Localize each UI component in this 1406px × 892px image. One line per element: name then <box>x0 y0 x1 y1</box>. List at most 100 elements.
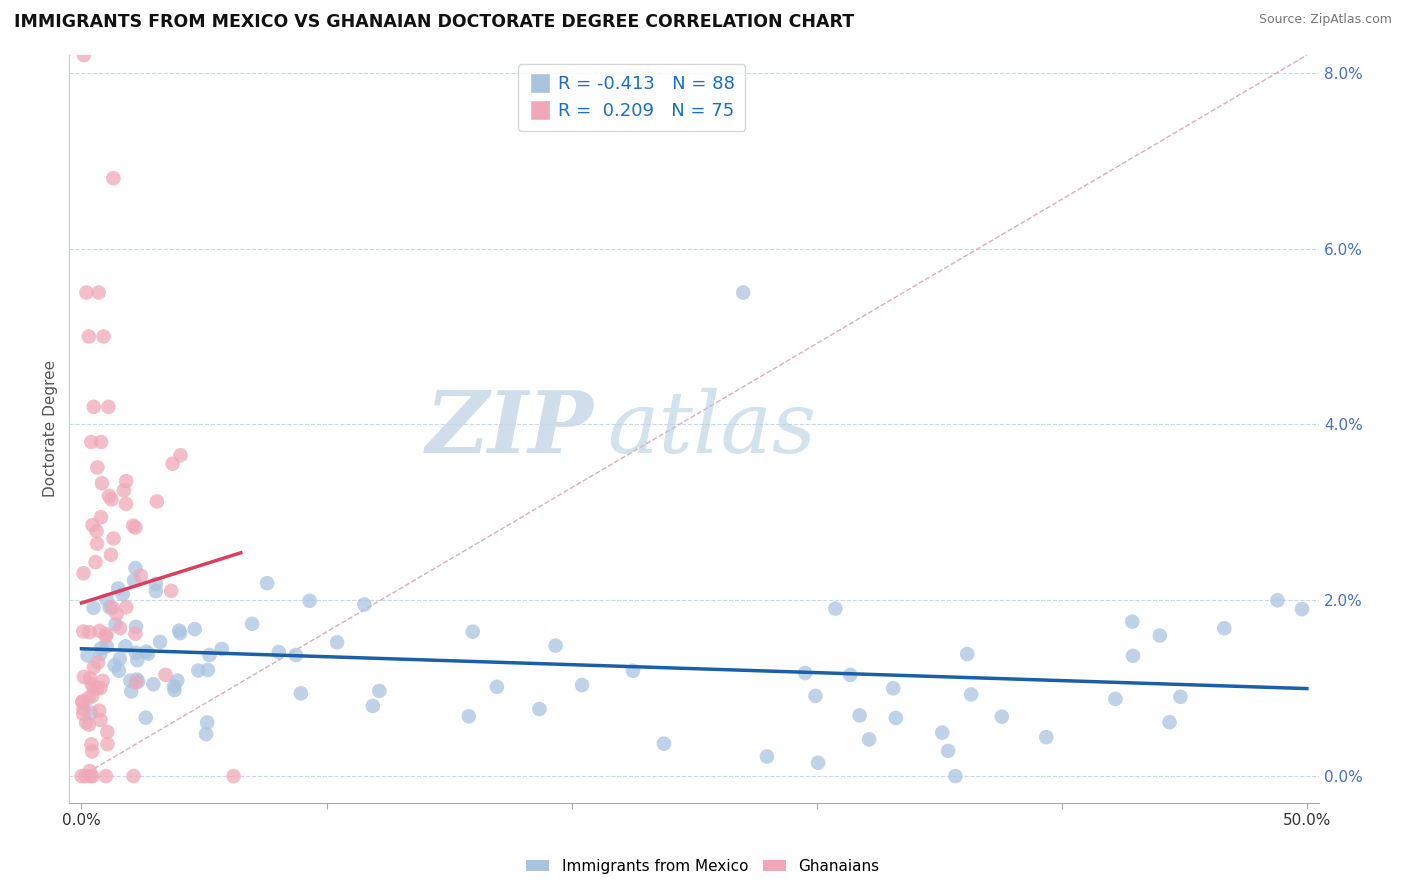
Point <box>122 574 145 588</box>
Point <box>290 686 312 700</box>
Point <box>70 769 93 783</box>
Point <box>96 725 118 739</box>
Point <box>1149 628 1171 642</box>
Point <box>353 598 375 612</box>
Point <box>146 494 169 508</box>
Point <box>98 489 121 503</box>
Text: ZIP: ZIP <box>426 387 595 471</box>
Point <box>461 624 484 639</box>
Point <box>86 537 108 551</box>
Point <box>98 600 121 615</box>
Point <box>96 627 118 641</box>
Point <box>86 524 108 538</box>
Point <box>100 548 122 562</box>
Point <box>166 673 188 688</box>
Point <box>155 668 177 682</box>
Point <box>142 677 165 691</box>
Point <box>79 764 101 778</box>
Point <box>83 600 105 615</box>
Point <box>77 717 100 731</box>
Point <box>240 616 263 631</box>
Point <box>284 648 307 662</box>
Point <box>858 732 880 747</box>
Point <box>198 648 221 662</box>
Point <box>163 679 186 693</box>
Point <box>125 620 148 634</box>
Point <box>83 400 105 414</box>
Point <box>136 647 159 661</box>
Point <box>115 600 138 615</box>
Point <box>80 689 103 703</box>
Point <box>82 744 104 758</box>
Point <box>108 664 131 678</box>
Point <box>77 691 100 706</box>
Point <box>80 769 103 783</box>
Point <box>115 497 138 511</box>
Point <box>1035 730 1057 744</box>
Point <box>75 285 97 300</box>
Point <box>82 769 104 783</box>
Point <box>1122 648 1144 663</box>
Point <box>72 694 94 708</box>
Point <box>169 626 191 640</box>
Point <box>129 569 152 583</box>
Legend: Immigrants from Mexico, Ghanaians: Immigrants from Mexico, Ghanaians <box>520 853 886 880</box>
Point <box>794 665 817 680</box>
Point <box>931 725 953 739</box>
Point <box>89 681 111 695</box>
Point <box>93 329 115 343</box>
Point <box>127 674 149 689</box>
Point <box>183 622 205 636</box>
Point <box>571 678 593 692</box>
Point <box>90 713 112 727</box>
Point <box>135 711 157 725</box>
Point <box>195 715 218 730</box>
Point <box>1170 690 1192 704</box>
Point <box>197 663 219 677</box>
Point <box>127 653 149 667</box>
Point <box>222 769 245 783</box>
Point <box>86 681 108 695</box>
Point <box>75 769 97 783</box>
Point <box>112 483 135 498</box>
Point <box>80 677 103 691</box>
Point <box>124 520 146 534</box>
Point <box>160 583 183 598</box>
Point <box>91 673 114 688</box>
Point <box>145 576 167 591</box>
Point <box>84 555 107 569</box>
Point <box>122 769 145 783</box>
Point <box>162 457 184 471</box>
Point <box>1121 615 1143 629</box>
Point <box>86 460 108 475</box>
Point <box>89 704 111 718</box>
Point <box>149 635 172 649</box>
Point <box>169 448 191 462</box>
Point <box>72 707 94 722</box>
Point <box>755 749 778 764</box>
Point <box>72 566 94 581</box>
Point <box>956 647 979 661</box>
Point <box>75 715 97 730</box>
Point <box>90 641 112 656</box>
Point <box>72 695 94 709</box>
Point <box>108 652 131 666</box>
Point <box>125 646 148 660</box>
Point <box>267 645 290 659</box>
Point <box>103 658 125 673</box>
Point <box>195 727 218 741</box>
Point <box>120 684 142 698</box>
Point <box>87 285 110 300</box>
Point <box>1159 715 1181 730</box>
Point <box>96 737 118 751</box>
Point <box>125 675 148 690</box>
Point <box>457 709 479 723</box>
Point <box>114 640 136 654</box>
Point <box>485 680 508 694</box>
Point <box>73 48 96 62</box>
Point <box>94 629 117 643</box>
Point <box>839 668 862 682</box>
Point <box>936 744 959 758</box>
Point <box>90 435 112 450</box>
Point <box>83 660 105 674</box>
